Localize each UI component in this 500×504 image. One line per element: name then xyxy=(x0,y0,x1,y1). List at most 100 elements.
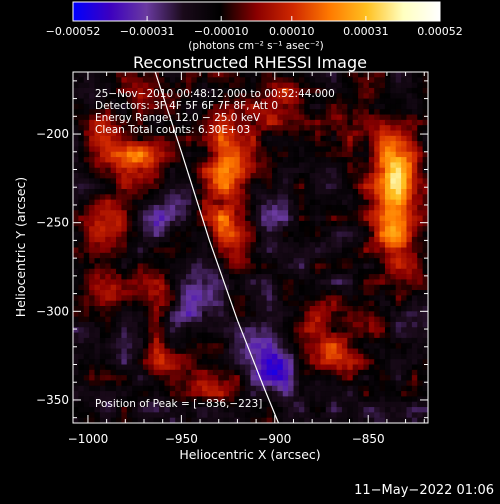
heatmap-cell xyxy=(223,274,230,281)
heatmap-cell xyxy=(89,332,96,339)
heatmap-cell xyxy=(180,359,187,366)
heatmap-cell xyxy=(180,284,187,291)
heatmap-cell xyxy=(89,82,96,89)
heatmap-cell xyxy=(304,295,311,302)
heatmap-cell xyxy=(180,93,187,100)
heatmap-cell xyxy=(121,359,128,366)
heatmap-cell xyxy=(89,141,96,148)
heatmap-cell xyxy=(116,210,123,217)
heatmap-cell xyxy=(83,178,90,185)
heatmap-cell xyxy=(411,194,418,201)
heatmap-cell xyxy=(266,279,273,286)
heatmap-cell xyxy=(148,93,155,100)
heatmap-cell xyxy=(358,135,365,142)
heatmap-cell xyxy=(116,72,123,78)
heatmap-cell xyxy=(347,72,354,78)
heatmap-cell xyxy=(315,125,322,132)
heatmap-cell xyxy=(105,242,112,249)
heatmap-cell xyxy=(422,247,428,254)
heatmap-cell xyxy=(245,369,252,376)
heatmap-cell xyxy=(266,173,273,179)
heatmap-cell xyxy=(159,93,166,100)
heatmap-cell xyxy=(99,178,106,185)
heatmap-cell xyxy=(368,359,375,366)
heatmap-cell xyxy=(223,167,230,174)
heatmap-cell xyxy=(105,407,112,413)
heatmap-cell xyxy=(347,194,354,201)
heatmap-cell xyxy=(266,109,273,116)
heatmap-cell xyxy=(142,226,149,233)
heatmap-cell xyxy=(255,226,262,233)
heatmap-cell xyxy=(395,401,402,408)
heatmap-cell xyxy=(78,204,85,211)
heatmap-cell xyxy=(169,353,176,360)
heatmap-cell xyxy=(255,93,262,100)
heatmap-cell xyxy=(137,385,144,392)
heatmap-cell xyxy=(116,162,123,169)
heatmap-cell xyxy=(121,236,128,243)
heatmap-cell xyxy=(185,375,192,382)
heatmap-cell xyxy=(379,236,386,243)
heatmap-cell xyxy=(169,109,176,116)
heatmap-cell xyxy=(142,130,149,137)
heatmap-cell xyxy=(105,98,112,105)
heatmap-cell xyxy=(202,135,209,142)
heatmap-cell xyxy=(347,114,354,121)
heatmap-cell xyxy=(196,263,203,270)
heatmap-cell xyxy=(363,189,370,195)
heatmap-cell xyxy=(390,231,397,238)
heatmap-cell xyxy=(116,183,123,190)
heatmap-cell xyxy=(132,311,139,318)
heatmap-cell xyxy=(379,199,386,206)
heatmap-cell xyxy=(196,199,203,206)
heatmap-cell xyxy=(159,236,166,243)
heatmap-cell xyxy=(341,215,348,222)
heatmap-cell xyxy=(266,242,273,249)
heatmap-cell xyxy=(406,151,413,158)
heatmap-cell xyxy=(341,407,348,413)
heatmap-cell xyxy=(132,77,139,84)
heatmap-cell xyxy=(379,210,386,217)
heatmap-cell xyxy=(153,343,160,350)
heatmap-cell xyxy=(401,258,408,265)
heatmap-cell xyxy=(358,125,365,132)
heatmap-cell xyxy=(234,263,241,270)
heatmap-cell xyxy=(228,210,235,217)
heatmap-cell xyxy=(212,236,219,243)
heatmap-cell xyxy=(272,87,278,94)
heatmap-cell xyxy=(315,380,322,387)
heatmap-cell xyxy=(331,103,338,110)
heatmap-cell xyxy=(78,173,85,179)
heatmap-cell xyxy=(411,215,418,222)
heatmap-cell xyxy=(110,348,117,355)
heatmap-cell xyxy=(304,226,311,233)
heatmap-cell xyxy=(379,157,386,164)
heatmap-cell xyxy=(105,295,112,302)
heatmap-cell xyxy=(94,369,101,376)
heatmap-cell xyxy=(315,369,322,376)
heatmap-cell xyxy=(121,290,128,296)
heatmap-cell xyxy=(196,109,203,116)
heatmap-cell xyxy=(212,353,219,360)
heatmap-cell xyxy=(422,412,428,419)
heatmap-cell xyxy=(374,263,381,270)
heatmap-cell xyxy=(358,364,365,371)
heatmap-cell xyxy=(358,231,365,238)
heatmap-cell xyxy=(325,252,332,259)
heatmap-cell xyxy=(272,194,278,201)
heatmap-cell xyxy=(73,210,79,217)
heatmap-cell xyxy=(277,72,284,78)
heatmap-cell xyxy=(401,146,408,153)
heatmap-cell xyxy=(245,220,252,227)
heatmap-cell xyxy=(110,130,117,137)
heatmap-cell xyxy=(336,332,343,339)
heatmap-cell xyxy=(325,204,332,211)
heatmap-cell xyxy=(379,316,386,323)
heatmap-cell xyxy=(277,82,284,89)
heatmap-cell xyxy=(406,364,413,371)
heatmap-cell xyxy=(358,93,365,100)
heatmap-cell xyxy=(202,146,209,153)
heatmap-cell xyxy=(406,236,413,243)
heatmap-cell xyxy=(341,135,348,142)
heatmap-cell xyxy=(282,391,289,398)
